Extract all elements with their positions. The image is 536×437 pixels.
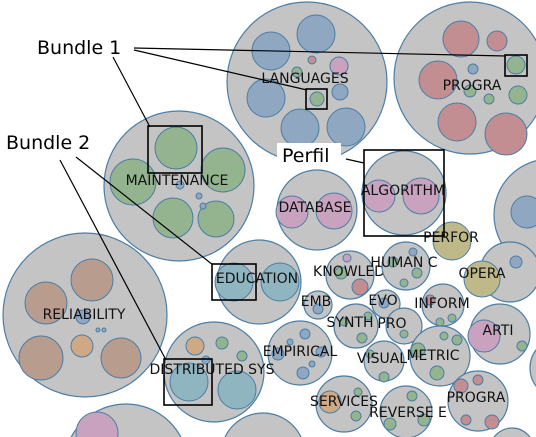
cluster-label-metric: METRIC	[406, 348, 459, 364]
perfil-annotation: Perfil	[277, 143, 445, 237]
bundle-1-annotation: Bundle 1	[37, 37, 528, 174]
cluster-label-synth: SYNTH	[327, 315, 374, 331]
bundle-1-label: Bundle 1	[37, 37, 121, 59]
cluster-programming: PROGRA	[393, 1, 536, 156]
cluster-label-emb: EMB	[301, 294, 332, 310]
cluster-evo: EVO	[368, 289, 401, 319]
cluster-arti: ARTI	[467, 303, 531, 365]
cluster-inform: INFORM	[414, 283, 470, 327]
cluster-label-human-c: HUMAN C	[370, 255, 437, 271]
perfil-label: Perfil	[282, 145, 330, 167]
cluster-label-arti: ARTI	[483, 323, 514, 339]
cluster-label-operating: OPERA	[458, 266, 505, 282]
cluster-label-services: SERVICES	[310, 394, 378, 410]
cluster-label-evo: EVO	[368, 293, 397, 309]
cluster-education: EDUCATION	[214, 239, 302, 325]
cluster-operating: OPERA	[458, 241, 536, 303]
bundle-2-label: Bundle 2	[6, 132, 90, 154]
bundle-2-box-education	[211, 263, 257, 301]
cluster-emb: EMB	[301, 290, 333, 320]
cluster-services: SERVICES	[310, 375, 378, 433]
cluster-label-pro: PRO	[377, 316, 406, 332]
cluster-label-languages: LANGUAGES	[261, 71, 348, 87]
cluster-label-database: DATABASE	[279, 200, 352, 216]
perfil-box-algorithm	[363, 149, 445, 237]
cluster-algorithm: ALGORITHM	[361, 150, 447, 236]
cluster-reverse: REVERSE E	[369, 385, 447, 437]
cluster-edge-right	[493, 160, 536, 270]
cluster-performance: PERFOR	[423, 221, 479, 261]
bundle-1-box-programming	[504, 54, 528, 77]
bundle-2-annotation: Bundle 2	[6, 132, 257, 406]
cluster-reliability: RELIABILITY	[2, 232, 168, 398]
cluster-label-inform: INFORM	[414, 296, 469, 312]
cluster-maintenance: MAINTENANCE	[103, 110, 255, 262]
cluster-label-visual: VISUAL	[357, 351, 407, 367]
cluster-distributed: DISTRIBUTED SYS	[149, 321, 275, 423]
cluster-label-maintenance: MAINTENANCE	[126, 173, 229, 189]
cluster-label-programming: PROGRA	[443, 78, 502, 94]
cluster-label-education: EDUCATION	[216, 271, 298, 287]
bundle-2-box-distributed	[163, 358, 213, 406]
cluster-label-empirical: EMPIRICAL	[263, 344, 338, 360]
cluster-database: DATABASE	[275, 169, 358, 251]
cluster-metric: METRIC	[406, 325, 471, 387]
cluster-label-reliability: RELIABILITY	[43, 307, 126, 323]
cluster-label-program2: PROGRA	[447, 390, 506, 406]
cluster-knowledge: KNOWLED	[313, 250, 385, 300]
cluster-label-reverse: REVERSE E	[369, 405, 447, 421]
cluster-human-c: HUMAN C	[370, 241, 438, 291]
cluster-languages: LANGUAGES	[226, 1, 388, 163]
cluster-edge-bottom	[70, 349, 536, 437]
cluster-empirical: EMPIRICAL	[263, 320, 338, 386]
cluster-label-knowledge: KNOWLED	[313, 264, 385, 280]
cluster-label-performance: PERFOR	[423, 230, 479, 246]
cluster-synth: SYNTH	[327, 303, 379, 349]
cluster-label-algorithm: ALGORITHM	[361, 183, 445, 199]
bundle-1-box-maintenance	[147, 125, 203, 174]
cluster-program2: PROGRA	[447, 370, 509, 432]
cluster-pro: PRO	[377, 307, 423, 345]
cluster-visual: VISUAL	[357, 340, 407, 383]
bundle-1-box-languages	[305, 88, 328, 110]
